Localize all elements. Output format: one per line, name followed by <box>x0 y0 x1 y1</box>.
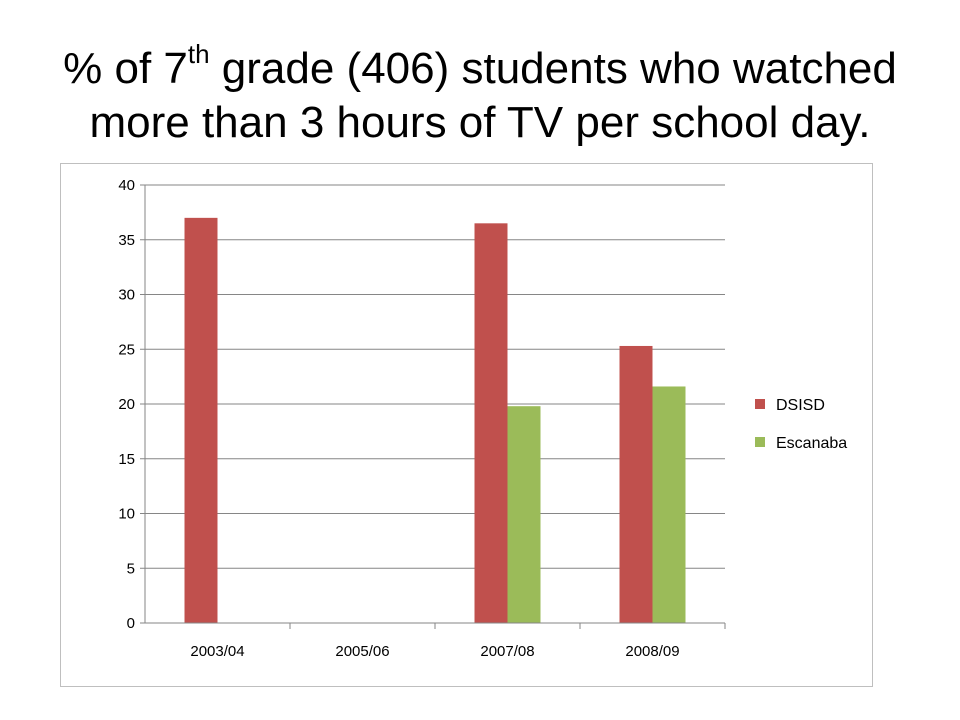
y-tick-label: 25 <box>118 341 135 358</box>
legend-swatch-dsisd <box>755 399 765 409</box>
y-tick-label: 10 <box>118 506 135 523</box>
y-tick-label: 5 <box>127 560 135 577</box>
x-tick-label: 2005/06 <box>335 643 389 660</box>
legend-label-dsisd: DSISD <box>776 397 825 414</box>
y-tick-label: 30 <box>118 287 135 304</box>
bars-layer <box>184 217 686 623</box>
y-tick-label: 40 <box>118 177 135 194</box>
bar-dsisd-2008-09 <box>619 345 653 623</box>
axes-layer: 0 5 10 15 20 25 30 35 40 2003/04 2005/06 2007/08 200… <box>118 177 726 660</box>
y-tick-label: 20 <box>118 396 135 413</box>
bar-escanaba-2008-09 <box>652 386 686 623</box>
x-tick-label: 2007/08 <box>480 643 534 660</box>
legend-swatch-escanaba <box>755 437 765 447</box>
title-suffix: grade (406) students who watched more th… <box>89 44 897 147</box>
y-tick-label: 15 <box>118 451 135 468</box>
y-tick-label: 35 <box>118 232 135 249</box>
y-tick-label: 0 <box>127 615 135 632</box>
slide-title: % of 7th grade (406) students who watche… <box>40 39 920 150</box>
bar-dsisd-2007-08 <box>474 223 508 623</box>
chart-frame: 0 5 10 15 20 25 30 35 40 2003/04 2005/06 2007/08 200… <box>60 163 873 687</box>
grid-layer <box>145 184 725 569</box>
title-prefix: % of 7 <box>63 44 188 93</box>
bar-chart: 0 5 10 15 20 25 30 35 40 2003/04 2005/06 2007/08 200… <box>118 177 847 660</box>
x-tick-label: 2003/04 <box>190 643 244 660</box>
bar-escanaba-2007-08 <box>507 406 541 623</box>
legend: DSISD Escanaba <box>755 397 847 452</box>
x-tick-label: 2008/09 <box>625 643 679 660</box>
title-superscript: th <box>187 39 210 70</box>
bar-dsisd-2003-04 <box>184 217 218 623</box>
legend-label-escanaba: Escanaba <box>776 435 847 452</box>
